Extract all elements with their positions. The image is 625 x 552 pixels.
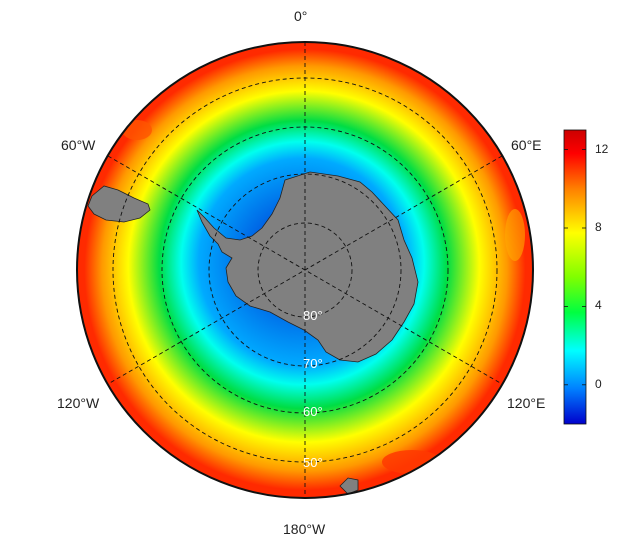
colorbar-tick-label: 12 — [595, 141, 609, 156]
lon-label-60w: 60°W — [61, 137, 96, 153]
graticule — [107, 42, 503, 498]
lon-label-60e: 60°E — [511, 137, 542, 153]
meridian-60e-120w — [107, 155, 503, 385]
colorbar-tick-label: 8 — [595, 220, 602, 234]
lon-label-120e: 120°E — [507, 395, 546, 411]
antarctica-landmass — [196, 171, 419, 363]
lat-label-70: 70° — [303, 356, 323, 371]
lon-label-180w: 180°W — [283, 521, 326, 537]
map-boundary — [76, 41, 534, 499]
colorbar — [563, 129, 587, 425]
colorbar-tick-label: 4 — [595, 298, 602, 313]
island-south — [339, 477, 359, 495]
lon-label-120w: 120°W — [57, 395, 100, 411]
lat-label-60: 60° — [303, 404, 323, 419]
warm-patch-northwest — [122, 120, 152, 140]
lon-label-0: 0° — [294, 8, 308, 24]
colorbar-tick-label: 0 — [595, 376, 602, 391]
lat-label-80: 80° — [303, 308, 323, 323]
south-america-tip — [87, 185, 151, 223]
warm-patch-east — [505, 209, 525, 261]
colorbar-ticks — [564, 149, 586, 386]
lat-label-50: 50° — [303, 455, 323, 470]
